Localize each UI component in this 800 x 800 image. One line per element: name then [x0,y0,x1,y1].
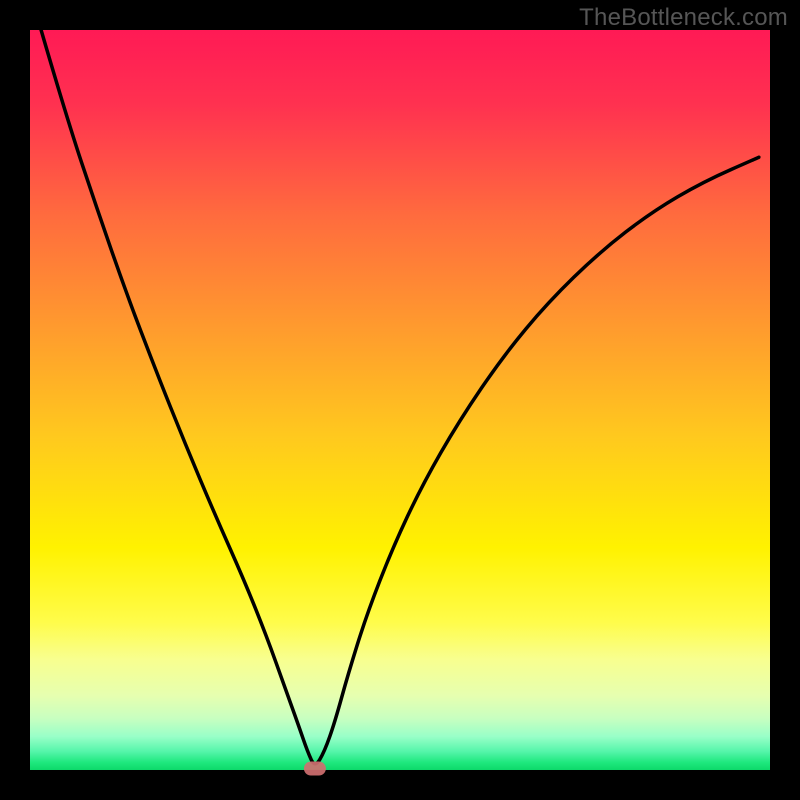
watermark-text: TheBottleneck.com [579,4,788,32]
plot-background [30,30,770,770]
chart-svg [0,0,800,800]
optimum-marker [304,762,326,776]
chart-container: TheBottleneck.com [0,0,800,800]
